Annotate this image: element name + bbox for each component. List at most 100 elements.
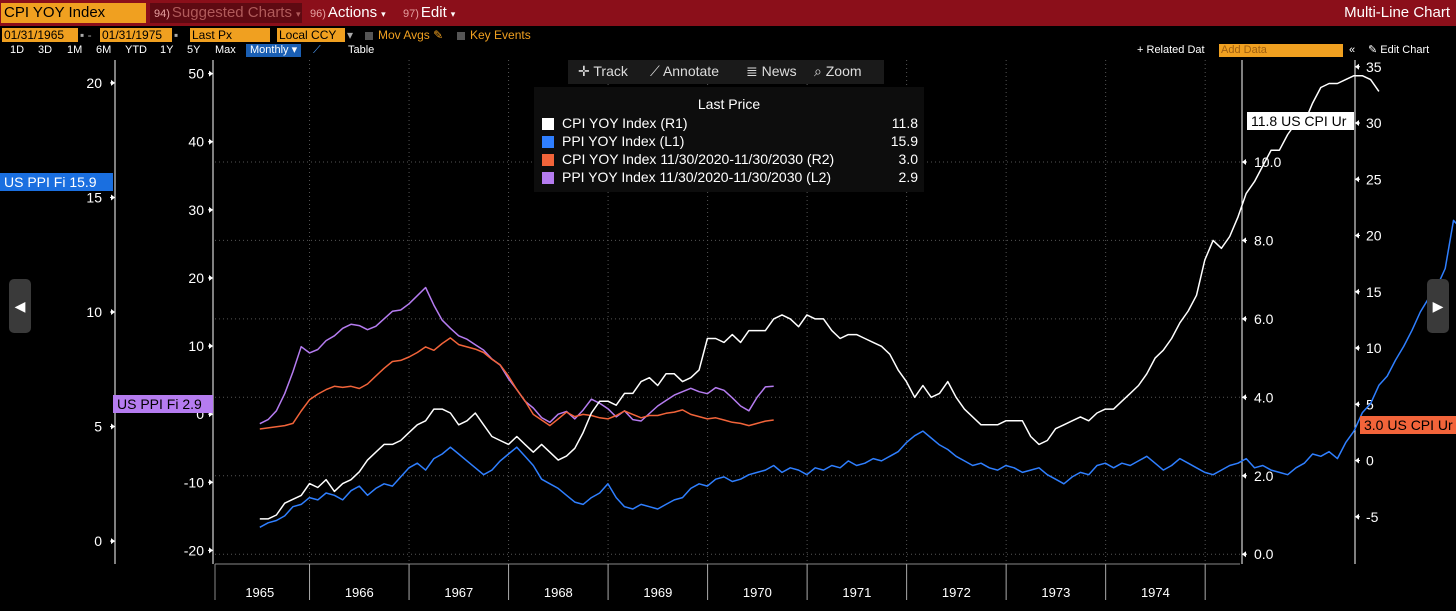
plus-icon: + [1137, 44, 1144, 56]
legend-item-value: 2.9 [898, 169, 918, 185]
y-tick-arrow [1355, 232, 1359, 239]
y-tick-label: 20 [1366, 228, 1382, 244]
y-tick-arrow [111, 79, 115, 86]
x-tick-label: 1967 [444, 585, 473, 600]
y-tick-arrow [1355, 401, 1359, 408]
y-tick-label: 5 [94, 419, 102, 435]
key-events-toggle[interactable]: Key Events [457, 28, 531, 42]
chart-axes: 1965 1966 1967 1968 1969 1970 1971 1972 1973 1974… [86, 59, 1382, 600]
related-data-button[interactable]: + Related Dat [1137, 44, 1205, 57]
y-tick-label: -10 [184, 474, 204, 490]
currency-select[interactable]: Local CCY [277, 28, 345, 42]
legend-item[interactable]: CPI YOY Index (R1) 11.8 [542, 115, 918, 133]
series-line [259, 337, 774, 430]
magnifier-icon: ⌕ [814, 63, 822, 79]
annotate-tool[interactable]: ⟋ Annotate [650, 63, 719, 80]
y-tick-label: 20 [188, 270, 204, 286]
add-data-input[interactable]: Add Data [1219, 44, 1343, 57]
y-tick-arrow [1355, 288, 1359, 295]
chevron-down-icon[interactable]: ▾ [347, 28, 354, 42]
y-tick-arrow [209, 479, 213, 486]
crosshair-icon: ✛ [578, 63, 590, 79]
period-1y[interactable]: 1Y [160, 44, 174, 56]
edit-menu[interactable]: 97) Edit ▾ [403, 3, 455, 23]
y-tick-label: 30 [188, 202, 204, 218]
y-tick-arrow [209, 547, 213, 554]
y-tick-arrow [1242, 315, 1246, 322]
zoom-tool[interactable]: ⌕ Zoom [814, 63, 862, 80]
start-date-input[interactable]: 01/31/1965 [2, 28, 78, 42]
ticker-field[interactable]: CPI YOY Index [1, 3, 146, 23]
y-tick-label: 10 [188, 338, 204, 354]
y-tick-arrow [1355, 176, 1359, 183]
x-tick-label: 1969 [643, 585, 672, 600]
y-tick-label: 4.0 [1254, 389, 1274, 405]
legend-item-name: PPI YOY Index 11/30/2020-11/30/2030 (L2) [562, 169, 832, 185]
x-tick-label: 1970 [743, 585, 772, 600]
period-1m[interactable]: 1M [67, 44, 83, 56]
edit-chart-button[interactable]: ✎ Edit Chart [1368, 44, 1429, 57]
calendar-icon[interactable]: ▪ [174, 28, 179, 42]
y-tick-arrow [111, 538, 115, 545]
cpi-r2-value-tag: 3.0 US CPI Ur [1360, 416, 1456, 434]
period-1d[interactable]: 1D [10, 44, 25, 56]
end-date-input[interactable]: 01/31/1975 [100, 28, 172, 42]
legend-item-name: CPI YOY Index 11/30/2020-11/30/2030 (R2) [562, 151, 835, 167]
y-tick-label: 25 [1366, 171, 1382, 187]
series-line [259, 286, 774, 425]
y-tick-label: -20 [184, 542, 204, 558]
y-tick-label: 15 [1366, 284, 1382, 300]
collapse-icon[interactable]: « [1349, 44, 1356, 56]
scroll-right-button[interactable]: ▶ [1427, 279, 1449, 333]
suggested-charts-menu[interactable]: 94) Suggested Charts ▾ [150, 3, 302, 23]
y-tick-arrow [1355, 345, 1359, 351]
news-label: News [761, 63, 797, 79]
legend-item-name: CPI YOY Index (R1) [562, 115, 688, 131]
y-tick-arrow [1242, 158, 1246, 165]
price-field-select[interactable]: Last Px [190, 28, 270, 42]
checkbox-icon [365, 31, 373, 40]
y-tick-arrow [1242, 551, 1246, 558]
period-3d[interactable]: 3D [38, 44, 53, 56]
pen-icon: ⟋ [650, 63, 660, 79]
news-tool[interactable]: ≣ News [746, 63, 797, 80]
related-data-label: Related Dat [1146, 44, 1205, 56]
y-tick-label: 20 [86, 75, 102, 91]
y-tick-label: 50 [188, 66, 204, 82]
chart-tools: ✛ Track ⟋ Annotate ≣ News ⌕ Zoom [568, 60, 884, 84]
arrow-left-icon: ◀ [14, 298, 26, 314]
track-tool[interactable]: ✛ Track [578, 63, 628, 80]
y-tick-label: 0 [1366, 453, 1374, 469]
y-tick-arrow [209, 70, 213, 77]
period-ytd[interactable]: YTD [125, 44, 147, 56]
series-line [259, 74, 1380, 520]
legend-swatch [542, 118, 554, 130]
scroll-left-button[interactable]: ◀ [9, 279, 31, 333]
legend-item[interactable]: CPI YOY Index 11/30/2020-11/30/2030 (R2)… [542, 151, 918, 169]
table-button[interactable]: Table [348, 44, 375, 56]
chart-style-icon[interactable]: ⟋ [313, 44, 321, 56]
suggested-charts-label: Suggested Charts [171, 4, 292, 21]
legend-swatch [542, 136, 554, 148]
legend-item[interactable]: PPI YOY Index 11/30/2020-11/30/2030 (L2)… [542, 169, 918, 187]
chevron-down-icon: ▾ [381, 9, 386, 19]
frequency-select[interactable]: Monthly ▾ [246, 44, 302, 57]
period-6m[interactable]: 6M [96, 44, 112, 56]
y-tick-label: 35 [1366, 59, 1382, 75]
y-tick-label: 15 [86, 189, 102, 205]
period-max[interactable]: Max [215, 44, 236, 56]
y-tick-arrow [1355, 513, 1359, 520]
legend-item[interactable]: PPI YOY Index (L1) 15.9 [542, 133, 918, 151]
key-events-label: Key Events [470, 28, 531, 42]
y-tick-label: 10 [86, 304, 102, 320]
chevron-down-icon: ▾ [450, 9, 456, 19]
period-5y[interactable]: 5Y [187, 44, 201, 56]
calendar-icon[interactable]: ▪ - [80, 28, 92, 42]
actions-menu[interactable]: 96) Actions ▾ [310, 3, 386, 23]
y-tick-arrow [209, 138, 213, 145]
mov-avgs-toggle[interactable]: Mov Avgs ✎ [365, 28, 443, 42]
x-tick-label: 1968 [544, 585, 573, 600]
arrow-right-icon: ▶ [1432, 298, 1444, 314]
date-controls-row: 01/31/1965 ▪ - 01/31/1975 ▪ Last Px Loca… [0, 27, 1456, 43]
